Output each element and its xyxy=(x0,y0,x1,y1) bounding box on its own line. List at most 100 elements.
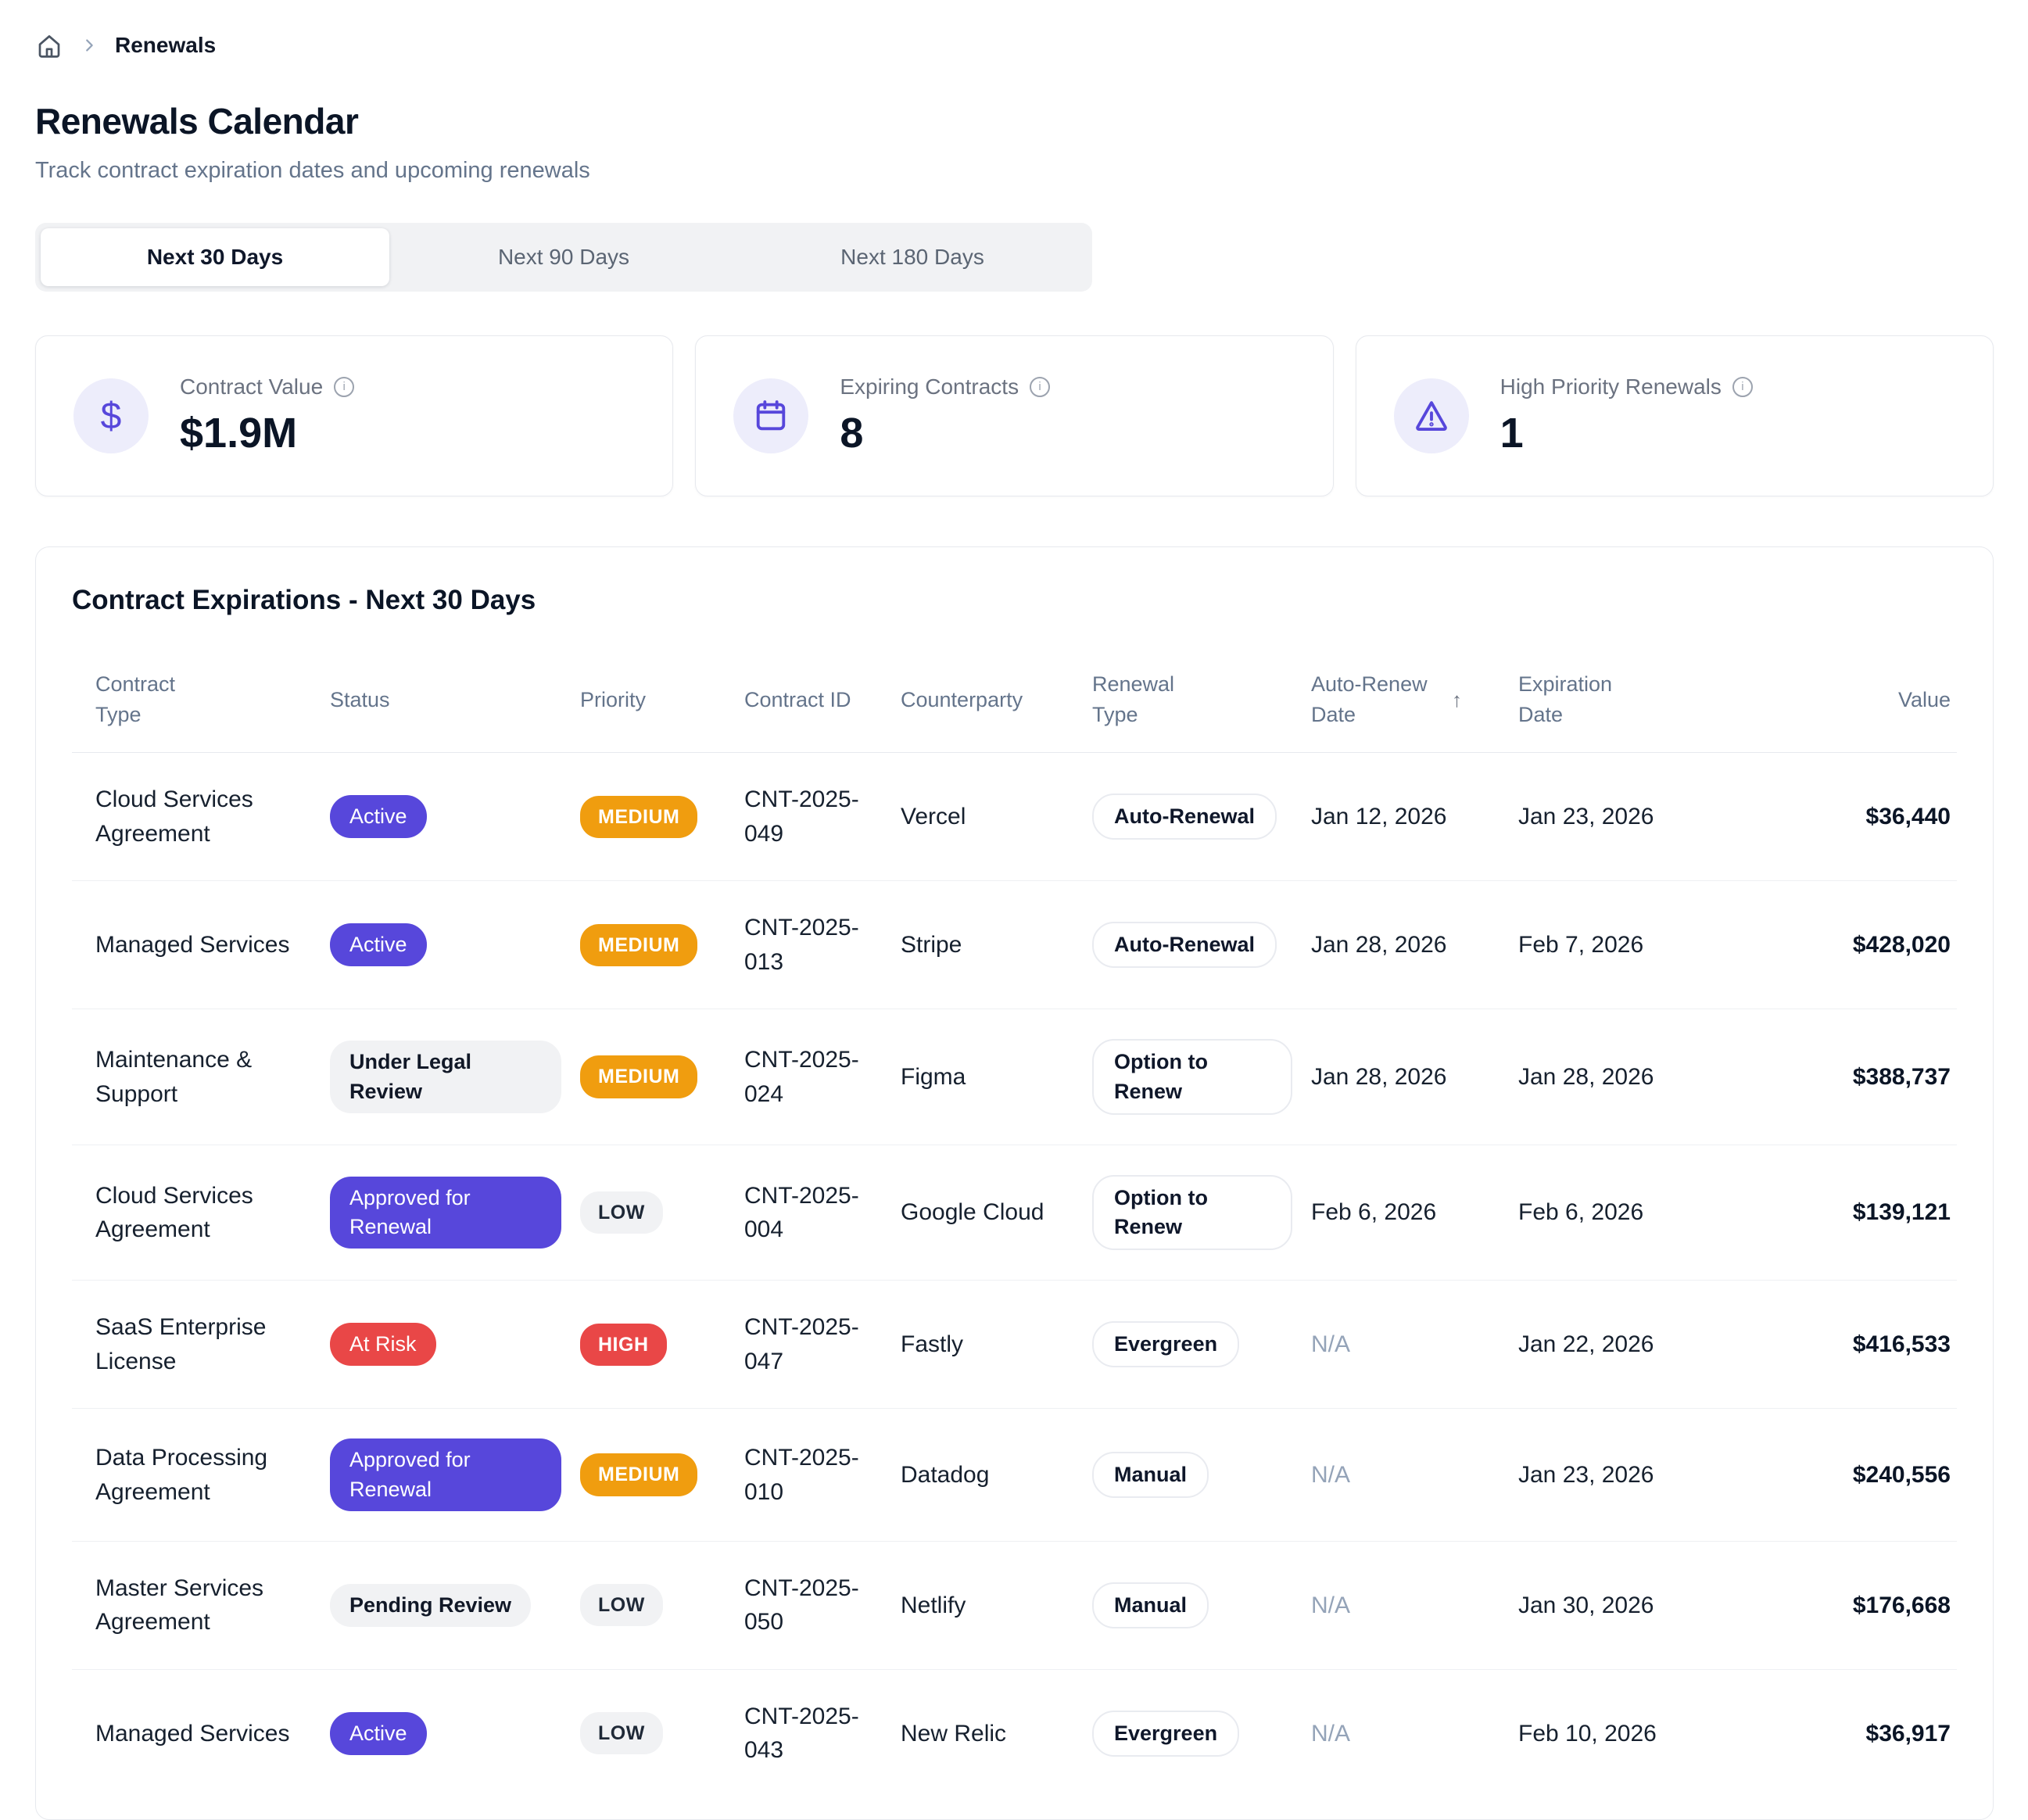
priority-badge: MEDIUM xyxy=(580,1453,698,1496)
counterparty-cell: Stripe xyxy=(901,880,1092,1010)
contract-type-cell: Master Services Agreement xyxy=(72,1541,330,1670)
renewal-type-cell: Evergreen xyxy=(1092,1280,1311,1410)
priority-cell: LOW xyxy=(580,1145,744,1281)
tab-next-90-days[interactable]: Next 90 Days xyxy=(497,245,630,269)
breadcrumb-current[interactable]: Renewals xyxy=(115,33,217,57)
status-cell: Approved for Renewal xyxy=(330,1408,580,1542)
col-header-value[interactable]: Value xyxy=(1729,650,1957,754)
col-header-contract-id[interactable]: Contract ID xyxy=(744,650,901,754)
table-row[interactable]: SaaS Enterprise License At Risk HIGH CNT-20… xyxy=(72,1280,1957,1410)
warning-icon xyxy=(1393,378,1469,453)
table-row[interactable]: Maintenance & Support Under Legal Review M… xyxy=(72,1009,1957,1145)
col-header-counterparty[interactable]: Counterparty xyxy=(901,650,1092,754)
renewal-type-badge: Auto-Renewal xyxy=(1092,922,1277,969)
contract-type-cell: Managed Services xyxy=(72,880,330,1010)
col-header-renewal-type[interactable]: Renewal Type xyxy=(1092,650,1311,754)
stat-label: Expiring Contracts xyxy=(840,374,1019,399)
priority-badge: LOW xyxy=(580,1584,663,1627)
sort-asc-icon[interactable]: ↑ xyxy=(1452,687,1462,711)
renewal-type-badge: Evergreen xyxy=(1092,1710,1240,1757)
renewal-type-cell: Option to Renew xyxy=(1092,1009,1311,1145)
status-badge: Pending Review xyxy=(330,1583,532,1627)
stat-card-contract-value: $ Contract Value i $1.9M xyxy=(35,335,674,496)
counterparty-cell: Netlify xyxy=(901,1541,1092,1670)
value-cell: $176,668 xyxy=(1729,1541,1957,1670)
contract-type-cell: Data Processing Agreement xyxy=(72,1408,330,1542)
table-row[interactable]: Managed Services Active MEDIUM CNT-2025-013… xyxy=(72,880,1957,1010)
value-cell: $36,440 xyxy=(1729,752,1957,882)
table-row[interactable]: Managed Services Active LOW CNT-2025-043 New… xyxy=(72,1669,1957,1797)
table-row[interactable]: Cloud Services Agreement Approved for Ren… xyxy=(72,1145,1957,1281)
expirations-table: Contract Type Status Priority Contract I… xyxy=(72,650,1957,1797)
table-row[interactable]: Cloud Services Agreement Active MEDIUM CNT-… xyxy=(72,752,1957,882)
col-header-status[interactable]: Status xyxy=(330,650,580,754)
stat-card-high-priority-renewals: High Priority Renewals i 1 xyxy=(1355,335,1994,496)
contract-id-cell: CNT-2025-004 xyxy=(744,1145,901,1281)
status-cell: Pending Review xyxy=(330,1541,580,1670)
counterparty-cell: Vercel xyxy=(901,752,1092,882)
counterparty-cell: Google Cloud xyxy=(901,1145,1092,1281)
renewal-type-cell: Evergreen xyxy=(1092,1669,1311,1797)
status-badge: Approved for Renewal xyxy=(330,1176,561,1249)
auto-renew-date-cell: N/A xyxy=(1311,1408,1518,1542)
col-header-expiration-date[interactable]: Expiration Date xyxy=(1518,650,1729,754)
value-cell: $240,556 xyxy=(1729,1408,1957,1542)
counterparty-cell: New Relic xyxy=(901,1720,1007,1747)
table-row[interactable]: Data Processing Agreement Approved for Re… xyxy=(72,1408,1957,1542)
status-badge: Active xyxy=(330,1711,427,1755)
dollar-icon: $ xyxy=(73,378,149,453)
expiration-date-cell: Jan 23, 2026 xyxy=(1518,1408,1729,1542)
table-row[interactable]: Master Services Agreement Pending Review L… xyxy=(72,1541,1957,1670)
counterparty-cell: Figma xyxy=(901,1009,1092,1145)
contract-id-cell: CNT-2025-013 xyxy=(744,880,901,1010)
stat-cards: $ Contract Value i $1.9M Expiring Contra… xyxy=(35,335,1994,496)
status-cell: Under Legal Review xyxy=(330,1009,580,1145)
priority-cell: HIGH xyxy=(580,1280,744,1410)
expiration-date-cell: Feb 7, 2026 xyxy=(1518,880,1729,1010)
priority-badge: HIGH xyxy=(580,1323,667,1366)
tab-next-180-days[interactable]: Next 180 Days xyxy=(840,245,984,269)
expirations-panel: Contract Expirations - Next 30 Days Cont… xyxy=(35,546,1994,1820)
priority-badge: MEDIUM xyxy=(580,1055,698,1098)
renewal-type-cell: Option to Renew xyxy=(1092,1145,1311,1281)
stat-label: Contract Value xyxy=(180,374,324,399)
value-cell: $428,020 xyxy=(1729,880,1957,1010)
page-subtitle: Track contract expiration dates and upco… xyxy=(35,158,590,183)
expiration-date-cell: Jan 22, 2026 xyxy=(1518,1280,1729,1410)
info-icon[interactable]: i xyxy=(1732,377,1753,397)
contract-id-cell: CNT-2025-050 xyxy=(744,1541,901,1670)
col-header-contract-type[interactable]: Contract Type xyxy=(72,650,330,754)
renewal-type-cell: Auto-Renewal xyxy=(1092,880,1311,1010)
renewal-type-badge: Evergreen xyxy=(1092,1321,1240,1368)
renewal-type-badge: Option to Renew xyxy=(1092,1174,1292,1251)
auto-renew-date-cell: N/A xyxy=(1311,1541,1518,1670)
home-icon[interactable] xyxy=(35,31,63,59)
tab-next-30-days[interactable]: Next 30 Days xyxy=(41,228,389,286)
expiration-date-cell: Feb 10, 2026 xyxy=(1518,1720,1657,1747)
priority-badge: LOW xyxy=(580,1712,663,1755)
status-cell: Active xyxy=(330,1669,580,1797)
auto-renew-date-cell: N/A xyxy=(1311,1280,1518,1410)
expiration-date-cell: Jan 30, 2026 xyxy=(1518,1541,1729,1670)
renewal-type-badge: Manual xyxy=(1092,1451,1209,1499)
contract-id-cell: CNT-2025-010 xyxy=(744,1408,901,1542)
stat-value: $1.9M xyxy=(180,410,298,457)
contract-type-cell: Cloud Services Agreement xyxy=(72,1145,330,1281)
col-header-auto-renew-date[interactable]: Auto-Renew Date↑ xyxy=(1311,650,1518,754)
col-header-priority[interactable]: Priority xyxy=(580,650,744,754)
breadcrumb: Renewals xyxy=(35,23,1994,67)
auto-renew-date-cell: N/A xyxy=(1311,1720,1351,1747)
priority-badge: LOW xyxy=(580,1191,663,1234)
info-icon[interactable]: i xyxy=(334,377,355,397)
priority-badge: MEDIUM xyxy=(580,923,698,966)
expiration-date-cell: Jan 28, 2026 xyxy=(1518,1009,1729,1145)
renewal-type-cell: Manual xyxy=(1092,1408,1311,1542)
priority-cell: MEDIUM xyxy=(580,1009,744,1145)
priority-cell: LOW xyxy=(580,1669,744,1797)
status-cell: At Risk xyxy=(330,1280,580,1410)
info-icon[interactable]: i xyxy=(1030,377,1051,397)
contract-id-cell: CNT-2025-049 xyxy=(744,752,901,882)
calendar-icon xyxy=(733,378,809,453)
priority-cell: LOW xyxy=(580,1541,744,1670)
